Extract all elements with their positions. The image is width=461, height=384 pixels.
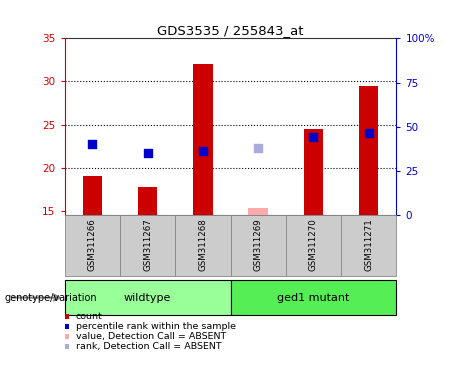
- Text: GSM311266: GSM311266: [88, 218, 97, 271]
- Bar: [175, 215, 230, 276]
- Point: [144, 150, 151, 156]
- Point: [310, 134, 317, 141]
- Text: GSM311270: GSM311270: [309, 218, 318, 271]
- Bar: [341, 215, 396, 276]
- Point: [89, 141, 96, 147]
- Bar: [230, 280, 396, 315]
- Point: [199, 148, 207, 154]
- Title: GDS3535 / 255843_at: GDS3535 / 255843_at: [157, 24, 304, 37]
- Text: GSM311268: GSM311268: [198, 218, 207, 271]
- Text: genotype/variation: genotype/variation: [5, 293, 97, 303]
- Bar: [304, 129, 323, 215]
- Bar: [286, 215, 341, 276]
- Text: ged1 mutant: ged1 mutant: [278, 293, 349, 303]
- Text: GSM311271: GSM311271: [364, 218, 373, 271]
- Bar: [65, 280, 230, 315]
- Bar: [120, 215, 175, 276]
- Point: [254, 145, 262, 151]
- Point: [365, 130, 372, 136]
- Bar: [359, 86, 378, 215]
- Text: count: count: [76, 312, 103, 321]
- Bar: [65, 215, 120, 276]
- Bar: [230, 215, 286, 276]
- Bar: [248, 208, 268, 215]
- Text: GSM311267: GSM311267: [143, 218, 152, 271]
- Text: wildtype: wildtype: [124, 293, 171, 303]
- Text: value, Detection Call = ABSENT: value, Detection Call = ABSENT: [76, 332, 226, 341]
- Text: rank, Detection Call = ABSENT: rank, Detection Call = ABSENT: [76, 342, 221, 351]
- Bar: [193, 64, 213, 215]
- Bar: [83, 176, 102, 215]
- Bar: [138, 187, 157, 215]
- Text: percentile rank within the sample: percentile rank within the sample: [76, 322, 236, 331]
- Text: GSM311269: GSM311269: [254, 218, 263, 271]
